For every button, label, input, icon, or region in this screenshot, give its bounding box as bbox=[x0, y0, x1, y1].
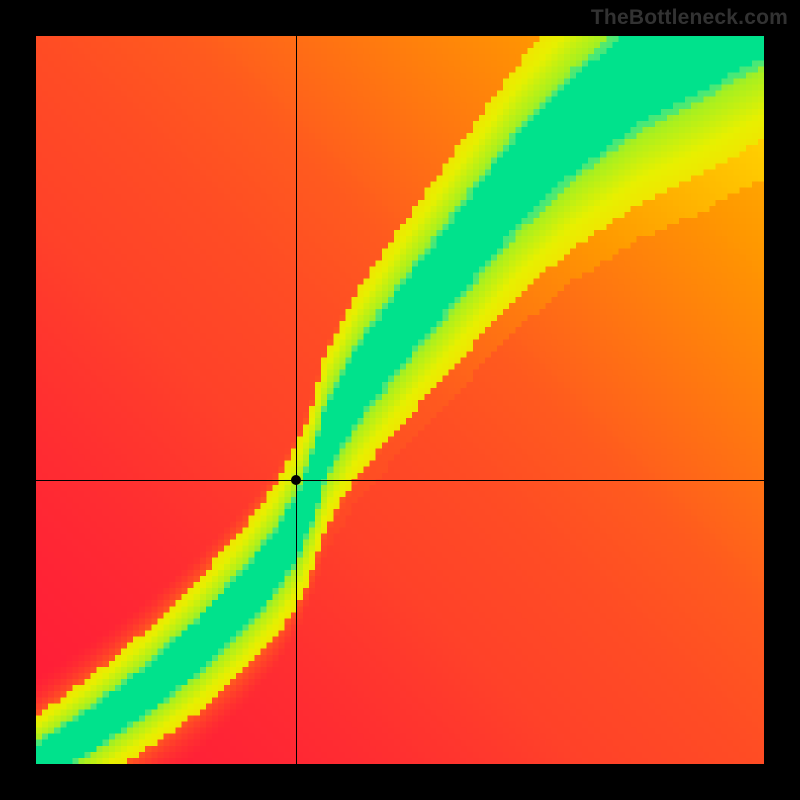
crosshair-horizontal bbox=[36, 480, 764, 481]
crosshair-marker bbox=[291, 475, 301, 485]
heatmap-plot bbox=[36, 36, 764, 764]
crosshair-vertical bbox=[296, 36, 297, 764]
watermark-text: TheBottleneck.com bbox=[591, 6, 788, 30]
heatmap-canvas bbox=[36, 36, 764, 764]
